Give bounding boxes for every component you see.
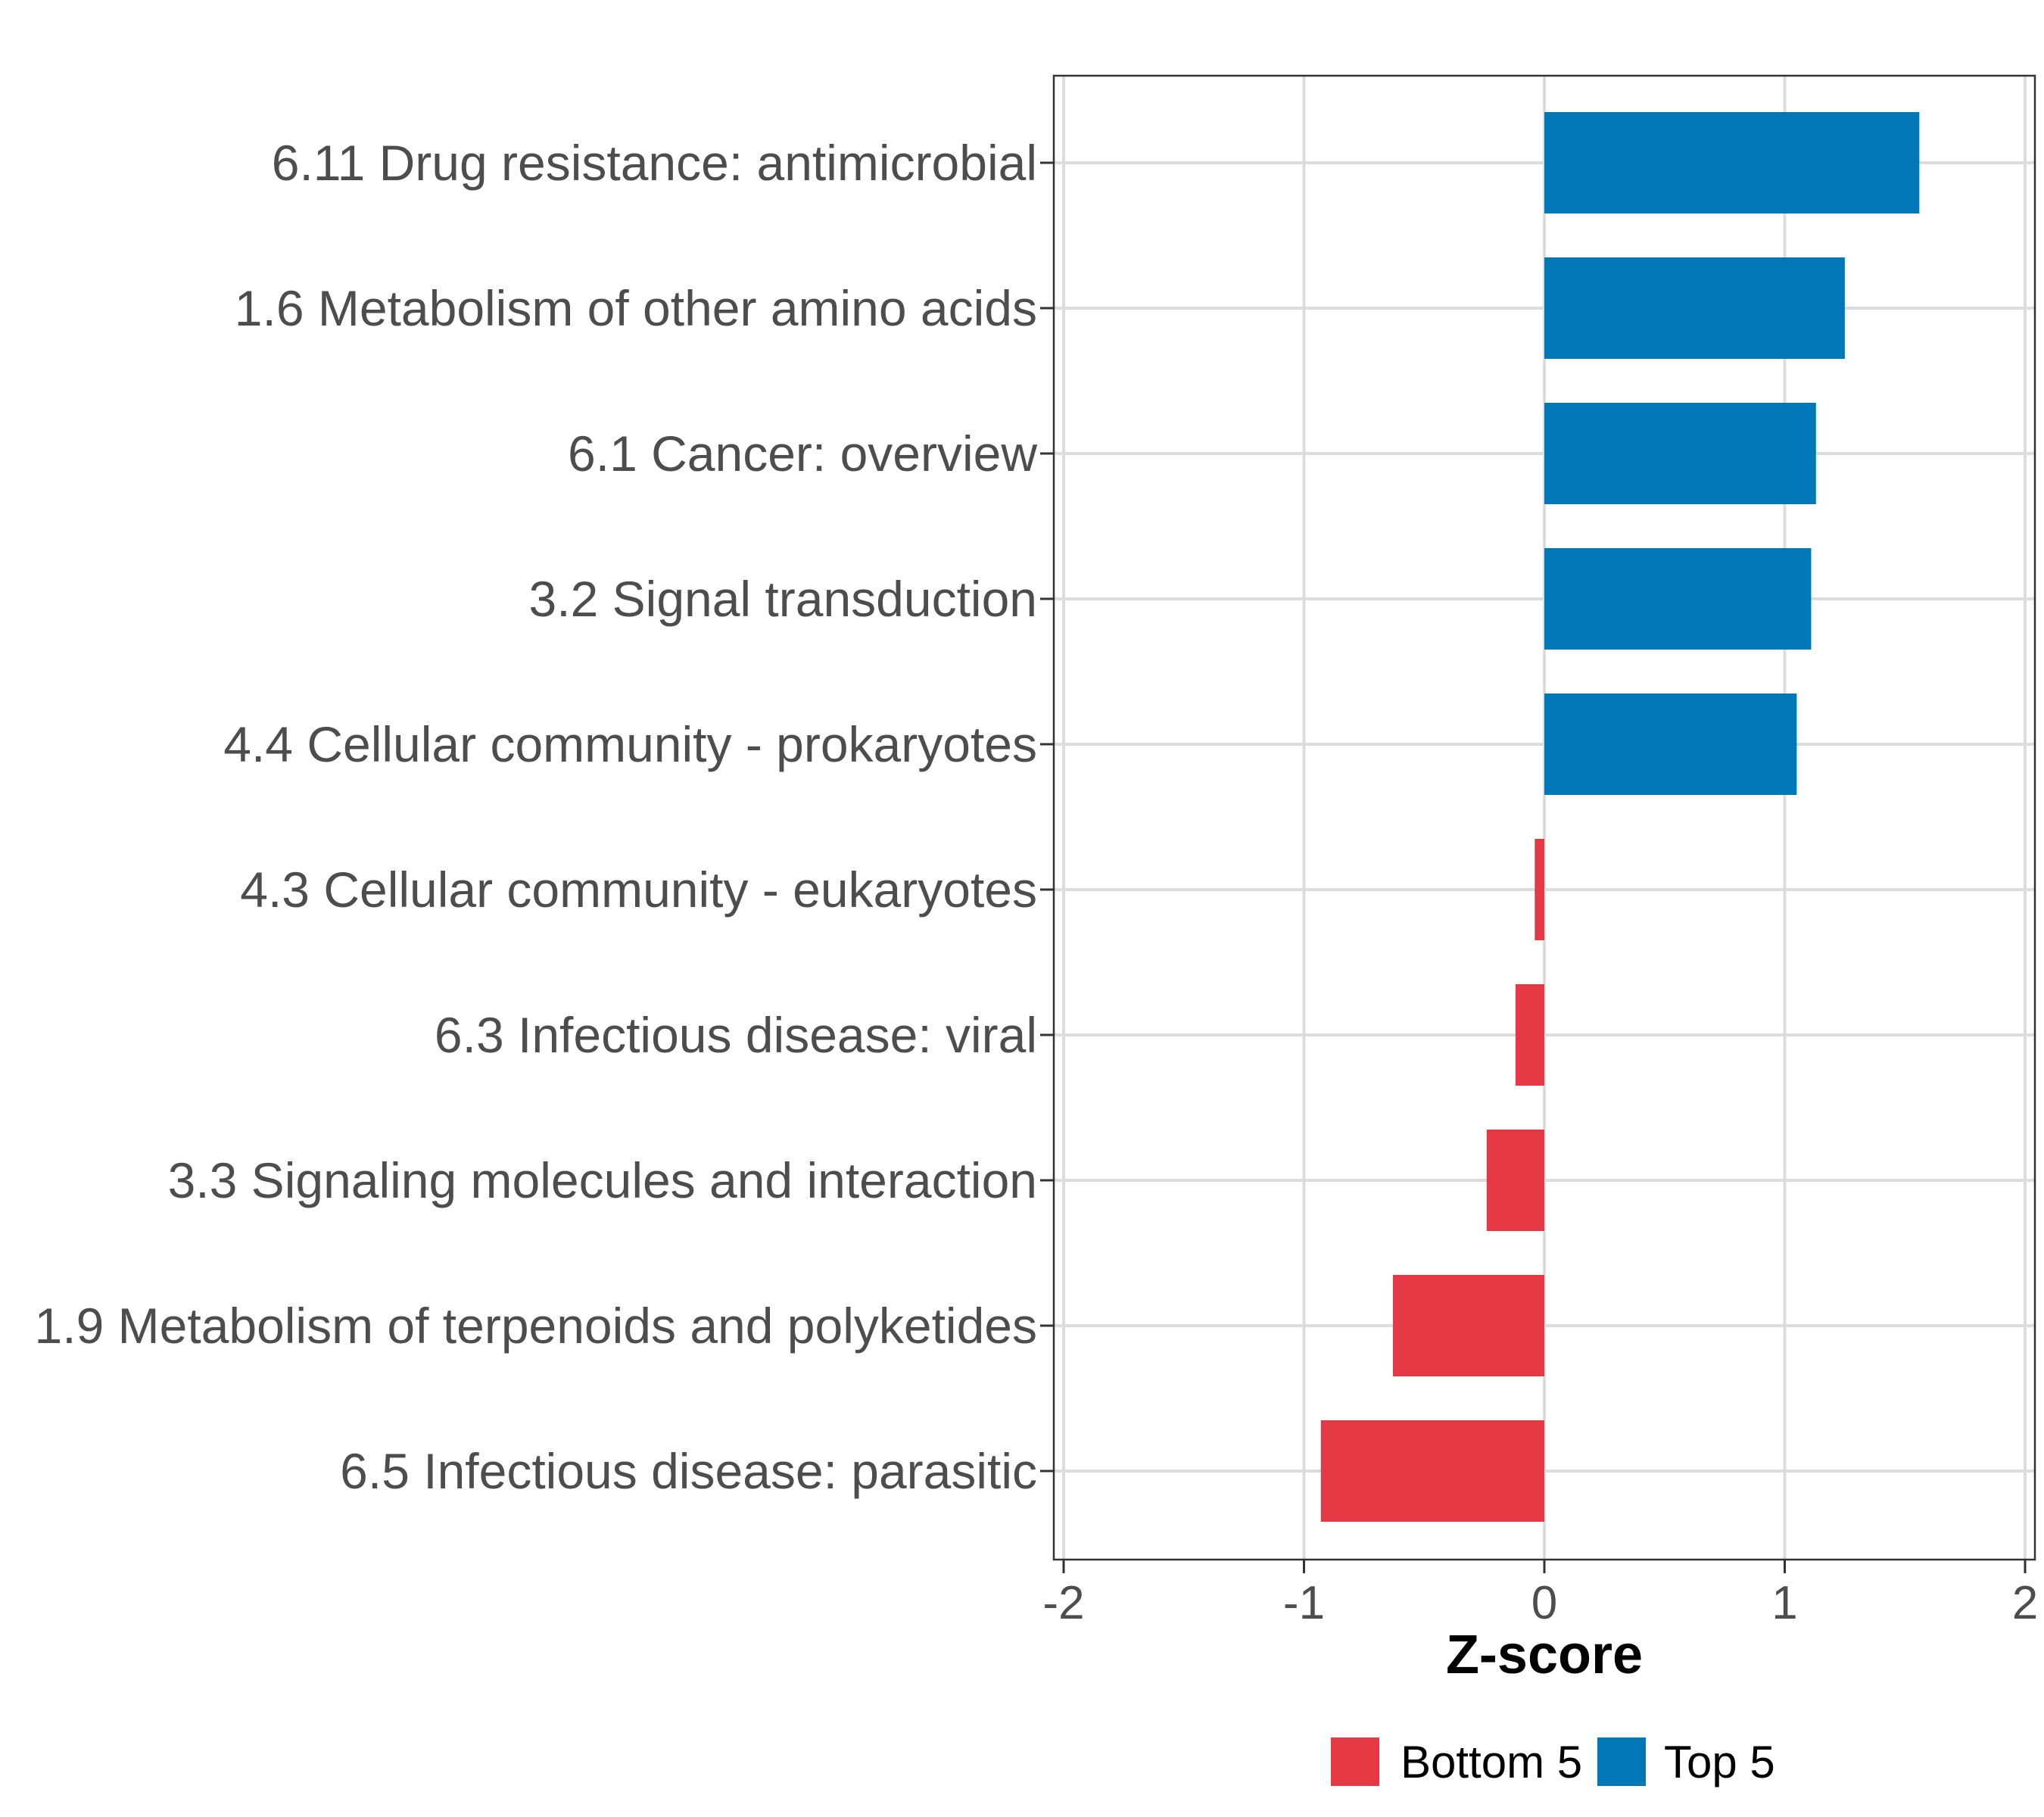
bar <box>1486 1130 1544 1231</box>
x-axis-title: Z-score <box>1446 1625 1643 1685</box>
y-tick-label: 4.4 Cellular community - prokaryotes <box>223 716 1037 772</box>
legend-label: Bottom 5 <box>1401 1737 1582 1787</box>
y-tick-label: 1.9 Metabolism of terpenoids and polyket… <box>35 1298 1037 1354</box>
x-tick-label: 2 <box>2012 1577 2038 1629</box>
y-tick-label: 6.5 Infectious disease: parasitic <box>340 1443 1037 1499</box>
bar <box>1544 257 1845 359</box>
x-axis: -2 -1 0 1 2 <box>1042 1560 2038 1629</box>
y-tick-label: 3.2 Signal transduction <box>529 571 1037 627</box>
x-tick-label: 1 <box>1771 1577 1797 1629</box>
bar <box>1544 693 1797 795</box>
legend-swatch <box>1331 1738 1379 1786</box>
bar <box>1320 1420 1544 1522</box>
y-tick-label: 4.3 Cellular community - eukaryotes <box>240 862 1037 918</box>
y-axis: 6.11 Drug resistance: antimicrobial 1.6 M… <box>35 135 1054 1499</box>
x-tick-label: 0 <box>1531 1577 1557 1629</box>
bar <box>1515 984 1544 1086</box>
y-tick-label: 6.3 Infectious disease: viral <box>435 1007 1037 1063</box>
bar <box>1544 403 1816 504</box>
legend-label: Top 5 <box>1664 1737 1775 1787</box>
bar <box>1544 112 1920 213</box>
y-tick-label: 3.3 Signaling molecules and interaction <box>168 1152 1037 1208</box>
x-tick-label: -2 <box>1042 1577 1084 1629</box>
bar <box>1544 548 1812 650</box>
y-tick-label: 6.1 Cancer: overview <box>568 425 1037 482</box>
y-tick-label: 6.11 Drug resistance: antimicrobial <box>272 135 1037 191</box>
x-tick-label: -1 <box>1283 1577 1325 1629</box>
bar <box>1535 839 1544 940</box>
bars <box>1320 112 1920 1522</box>
y-tick-label: 1.6 Metabolism of other amino acids <box>235 280 1037 336</box>
bar <box>1392 1275 1544 1376</box>
legend-swatch <box>1597 1738 1646 1786</box>
legend: Bottom 5 Top 5 <box>1331 1737 1775 1787</box>
